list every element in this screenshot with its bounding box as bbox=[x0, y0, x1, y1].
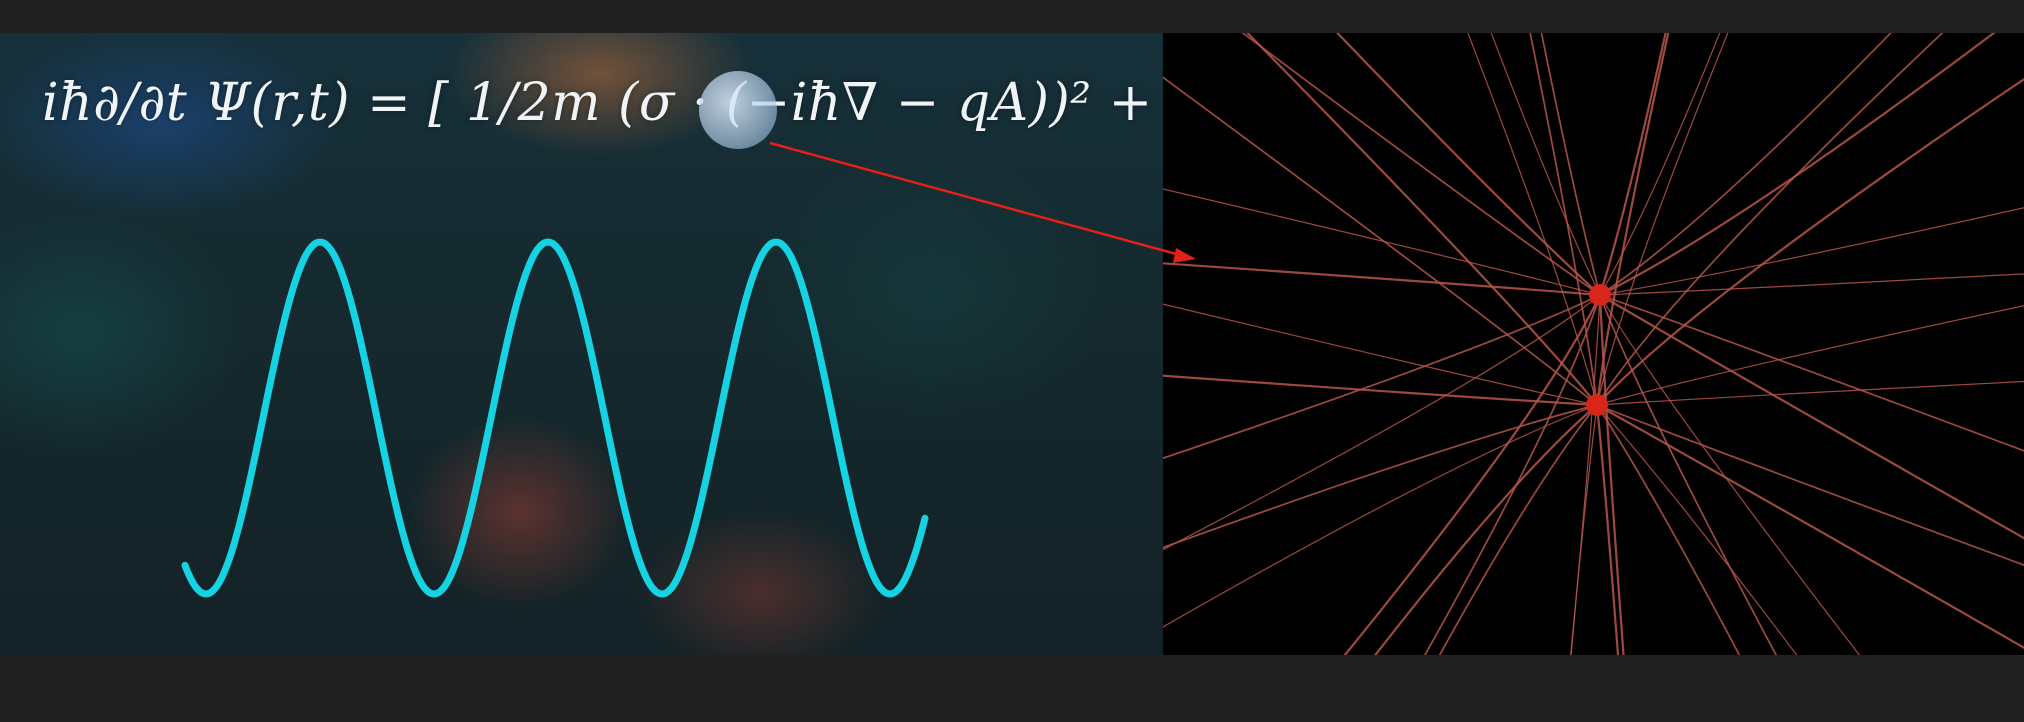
field-lines-svg bbox=[1163, 33, 2024, 655]
field-line bbox=[1596, 404, 1798, 655]
field-line bbox=[1596, 404, 1741, 655]
pointer-arrow-layer bbox=[769, 141, 1196, 263]
field-line bbox=[1163, 76, 1598, 406]
field-line bbox=[1596, 33, 1729, 406]
field-line bbox=[1163, 262, 1601, 297]
pauli-equation: iħ∂/∂t Ψ(r,t) = [ 1/2m (σ · (−iħ∇ − qA))… bbox=[42, 73, 1163, 133]
field-line bbox=[1335, 33, 1601, 296]
field-lines bbox=[1163, 33, 2024, 655]
field-line bbox=[1595, 404, 1620, 655]
cursor-highlight-icon bbox=[699, 71, 777, 149]
field-line bbox=[1596, 404, 2024, 566]
field-line bbox=[1540, 33, 1601, 296]
field-line bbox=[1343, 294, 1601, 655]
field-line bbox=[1599, 207, 2024, 296]
field-line bbox=[1423, 294, 1601, 655]
field-line bbox=[1599, 33, 1996, 296]
field-line bbox=[1598, 33, 1667, 296]
field-line bbox=[1596, 33, 1944, 406]
field-line bbox=[1529, 33, 1598, 406]
field-line bbox=[1467, 33, 1598, 406]
field-line bbox=[1599, 294, 1861, 655]
field-line bbox=[1163, 374, 1598, 407]
field-lines-panel bbox=[1163, 33, 2024, 655]
field-line bbox=[1163, 294, 1601, 460]
field-line bbox=[1599, 294, 1778, 655]
arrow-head-icon bbox=[1173, 248, 1196, 263]
field-line bbox=[1599, 33, 1721, 296]
field-line bbox=[1241, 33, 1601, 296]
field-line bbox=[1163, 188, 1601, 296]
field-line bbox=[1163, 303, 1598, 406]
wave-layer bbox=[181, 238, 929, 598]
charge-upper-icon bbox=[1589, 284, 1611, 306]
field-line bbox=[1373, 404, 1598, 655]
field-line bbox=[1163, 404, 1598, 549]
field-line bbox=[1599, 294, 2024, 540]
field-line bbox=[1596, 305, 2024, 406]
field-line bbox=[1163, 294, 1601, 551]
field-line bbox=[1246, 33, 1598, 406]
field-line bbox=[1163, 404, 1598, 628]
charge-lower-icon bbox=[1586, 394, 1608, 416]
field-line bbox=[1596, 404, 2024, 649]
field-line bbox=[1599, 33, 1892, 296]
pointer-arrow bbox=[769, 141, 1181, 257]
field-line bbox=[1438, 404, 1598, 655]
field-line bbox=[1596, 77, 2024, 406]
field-line bbox=[1570, 404, 1598, 655]
field-line bbox=[1595, 33, 1670, 406]
field-line bbox=[1599, 273, 2024, 296]
field-line bbox=[1599, 294, 2024, 452]
video-frame: iħ∂/∂t Ψ(r,t) = [ 1/2m (σ · (−iħ∇ − qA))… bbox=[0, 33, 2024, 655]
field-line bbox=[1596, 380, 2024, 406]
field-line bbox=[1490, 33, 1601, 296]
sine-wave bbox=[181, 238, 929, 598]
equation-panel: iħ∂/∂t Ψ(r,t) = [ 1/2m (σ · (−iħ∇ − qA))… bbox=[0, 33, 1163, 655]
